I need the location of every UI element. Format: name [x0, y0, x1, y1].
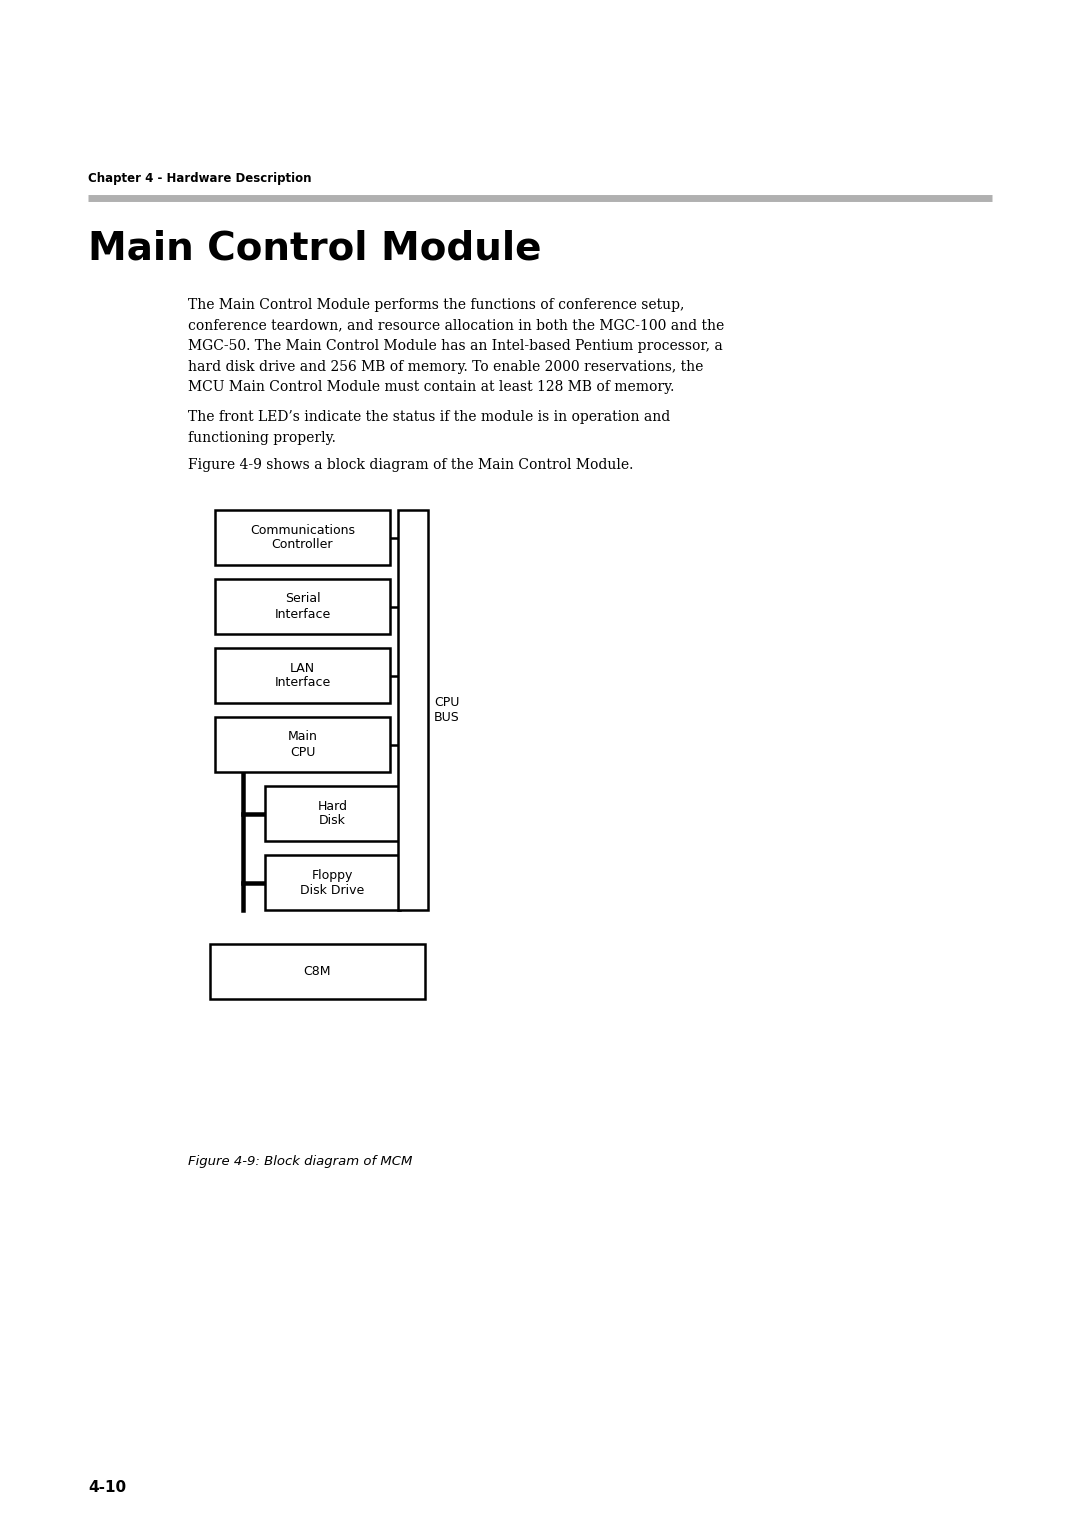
- Text: C8M: C8M: [303, 966, 332, 978]
- Text: LAN
Interface: LAN Interface: [274, 662, 330, 689]
- Text: The Main Control Module performs the functions of conference setup,
conference t: The Main Control Module performs the fun…: [188, 298, 725, 394]
- Bar: [399, 510, 428, 911]
- Bar: [265, 856, 400, 911]
- Text: Main Control Module: Main Control Module: [87, 231, 541, 267]
- Text: Serial
Interface: Serial Interface: [274, 593, 330, 620]
- Text: CPU
BUS: CPU BUS: [434, 695, 460, 724]
- Text: Main
CPU: Main CPU: [287, 730, 318, 758]
- Bar: [215, 648, 390, 703]
- Bar: [215, 579, 390, 634]
- Text: Communications
Controller: Communications Controller: [249, 524, 355, 552]
- Text: Hard
Disk: Hard Disk: [318, 799, 348, 828]
- Bar: [265, 785, 400, 840]
- Text: The front LED’s indicate the status if the module is in operation and
functionin: The front LED’s indicate the status if t…: [188, 410, 671, 445]
- Text: Floppy
Disk Drive: Floppy Disk Drive: [300, 868, 365, 897]
- Text: Figure 4-9: Block diagram of MCM: Figure 4-9: Block diagram of MCM: [188, 1155, 413, 1167]
- Text: Chapter 4 - Hardware Description: Chapter 4 - Hardware Description: [87, 173, 311, 185]
- Bar: [210, 944, 426, 999]
- Text: Figure 4-9 shows a block diagram of the Main Control Module.: Figure 4-9 shows a block diagram of the …: [188, 458, 633, 472]
- Text: 4-10: 4-10: [87, 1481, 126, 1494]
- Bar: [215, 717, 390, 772]
- Bar: [215, 510, 390, 565]
